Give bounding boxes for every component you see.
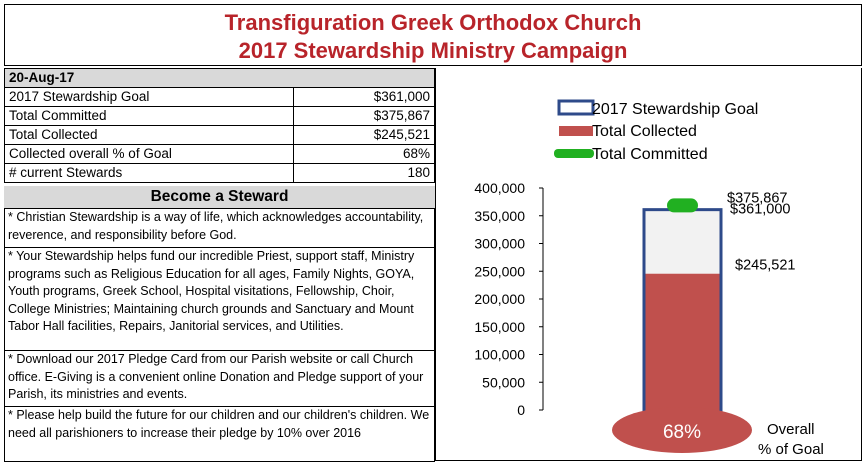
y-tick-label: 150,000 (474, 319, 525, 335)
legend-swatch-committed (554, 149, 594, 158)
report-date: 20-Aug-17 (4, 68, 435, 88)
stat-label: Total Committed (4, 106, 294, 126)
table-row: 2017 Stewardship Goal $361,000 (4, 87, 435, 107)
percent-bulb (612, 407, 752, 453)
note-pledge-card: * Download our 2017 Pledge Card from our… (4, 351, 435, 407)
percent-label: 68% (663, 422, 701, 443)
data-label-collected: $245,521 (735, 258, 795, 274)
note-funding: * Your Stewardship helps fund our incred… (4, 248, 435, 351)
table-row: Total Collected $245,521 (4, 125, 435, 145)
stat-label: # current Stewards (4, 163, 294, 183)
campaign-title: 2017 Stewardship Ministry Campaign (238, 38, 628, 63)
chart-area: 2017 Stewardship Goal Total Collected To… (435, 68, 862, 461)
stat-value: 68% (293, 144, 435, 164)
date-row: 20-Aug-17 (4, 68, 435, 88)
y-tick-label: 50,000 (482, 374, 525, 390)
stat-value: $375,867 (293, 106, 435, 126)
y-tick-label: 200,000 (474, 291, 525, 307)
legend-swatch-goal (557, 99, 595, 116)
thermometer-chart: 2017 Stewardship Goal Total Collected To… (474, 99, 824, 458)
note-stewardship: * Christian Stewardship is a way of life… (4, 208, 435, 248)
legend-label-collected: Total Collected (592, 123, 697, 140)
legend: 2017 Stewardship Goal Total Collected To… (554, 99, 758, 163)
stat-label: 2017 Stewardship Goal (4, 87, 294, 107)
stat-value: 180 (293, 163, 435, 183)
percent-caption-goal: % of Goal (758, 441, 824, 458)
legend-swatch-collected (559, 126, 593, 136)
y-tick-label: 0 (517, 402, 525, 418)
table-row: Collected overall % of Goal 68% (4, 144, 435, 164)
church-title: Transfiguration Greek Orthodox Church (224, 10, 642, 35)
table-row: # current Stewards 180 (4, 163, 435, 183)
stat-value: $361,000 (293, 87, 435, 107)
y-tick-label: 100,000 (474, 347, 525, 363)
bar-collected (644, 273, 721, 414)
y-tick-label: 400,000 (474, 180, 525, 196)
page-header: Transfiguration Greek Orthodox Church 20… (4, 4, 862, 66)
y-tick-label: 250,000 (474, 263, 525, 279)
become-steward-heading: Become a Steward (4, 186, 435, 208)
y-axis-ticks: 0 50,000 100,000 150,000 200,000 250,000 300,0… (474, 180, 543, 418)
stat-label: Total Collected (4, 125, 294, 145)
legend-label-goal: 2017 Stewardship Goal (592, 101, 758, 118)
data-label-goal: $361,000 (730, 202, 790, 218)
legend-label-committed: Total Committed (592, 146, 708, 163)
stat-value: $245,521 (293, 125, 435, 145)
table-row: Total Committed $375,867 (4, 106, 435, 126)
percent-caption-overall: Overall (767, 421, 815, 438)
y-tick-label: 300,000 (474, 236, 525, 252)
stats-table: 20-Aug-17 2017 Stewardship Goal $361,000… (4, 68, 435, 183)
stat-label: Collected overall % of Goal (4, 144, 294, 164)
steward-notes: * Christian Stewardship is a way of life… (4, 208, 435, 462)
y-tick-label: 350,000 (474, 208, 525, 224)
data-label-committed: $375,867 (727, 190, 787, 206)
committed-marker (667, 198, 698, 213)
note-future: * Please help build the future for our c… (4, 407, 435, 462)
